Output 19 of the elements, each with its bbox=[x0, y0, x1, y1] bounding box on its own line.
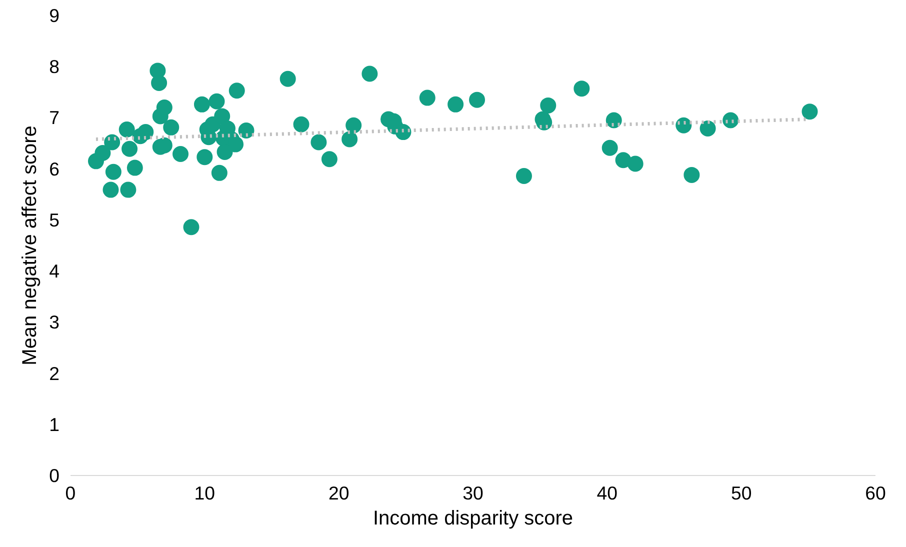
y-tick-label: 8 bbox=[49, 56, 60, 78]
x-tick-label: 60 bbox=[865, 482, 886, 504]
x-axis-title: Income disparity score bbox=[372, 508, 574, 530]
y-tick-label: 4 bbox=[49, 260, 60, 282]
x-tick-label: 0 bbox=[65, 482, 76, 504]
x-tick-label: 10 bbox=[194, 482, 216, 504]
x-tick-label: 30 bbox=[462, 482, 484, 504]
y-tick-label: 2 bbox=[49, 362, 60, 384]
y-tick-label: 7 bbox=[49, 107, 60, 128]
x-tick-label: 40 bbox=[596, 482, 618, 504]
y-tick-label: 5 bbox=[49, 209, 60, 230]
y-tick-label: 0 bbox=[49, 465, 60, 486]
x-tick-label: 50 bbox=[730, 482, 752, 504]
y-tick-label: 9 bbox=[49, 5, 60, 26]
y-tick-label: 6 bbox=[49, 158, 60, 180]
x-tick-label: 20 bbox=[328, 482, 350, 504]
y-axis-title: Mean negative affect score bbox=[19, 126, 42, 366]
y-tick-label: 1 bbox=[49, 414, 60, 435]
y-tick-label: 3 bbox=[49, 312, 60, 333]
